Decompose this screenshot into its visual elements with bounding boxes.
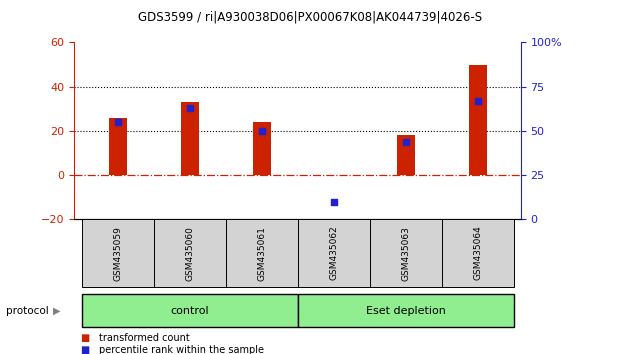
Text: percentile rank within the sample: percentile rank within the sample: [99, 346, 264, 354]
FancyBboxPatch shape: [154, 219, 226, 287]
Point: [257, 128, 267, 134]
FancyBboxPatch shape: [298, 294, 513, 327]
Point: [113, 119, 123, 125]
Text: GDS3599 / ri|A930038D06|PX00067K08|AK044739|4026-S: GDS3599 / ri|A930038D06|PX00067K08|AK044…: [138, 11, 482, 24]
Text: GSM435060: GSM435060: [185, 225, 194, 281]
Text: GSM435064: GSM435064: [473, 226, 482, 280]
Bar: [397, 135, 415, 175]
FancyBboxPatch shape: [226, 219, 298, 287]
FancyBboxPatch shape: [370, 219, 441, 287]
Bar: [108, 118, 126, 175]
FancyBboxPatch shape: [82, 294, 298, 327]
Text: ■: ■: [81, 346, 90, 354]
Bar: [469, 65, 487, 175]
Text: GSM435063: GSM435063: [401, 225, 410, 281]
Bar: [180, 102, 198, 175]
Text: ▶: ▶: [53, 306, 60, 316]
Text: protocol: protocol: [6, 306, 49, 316]
Point: [401, 139, 410, 144]
Point: [185, 105, 195, 111]
Text: Eset depletion: Eset depletion: [366, 306, 446, 316]
Text: transformed count: transformed count: [99, 333, 190, 343]
Point: [329, 199, 339, 205]
Text: control: control: [170, 306, 209, 316]
Point: [472, 98, 482, 104]
Text: GSM435062: GSM435062: [329, 226, 338, 280]
FancyBboxPatch shape: [82, 219, 154, 287]
Bar: [252, 122, 270, 175]
Text: GSM435059: GSM435059: [113, 225, 122, 281]
FancyBboxPatch shape: [298, 219, 370, 287]
Text: GSM435061: GSM435061: [257, 225, 266, 281]
FancyBboxPatch shape: [441, 219, 513, 287]
Text: ■: ■: [81, 333, 90, 343]
